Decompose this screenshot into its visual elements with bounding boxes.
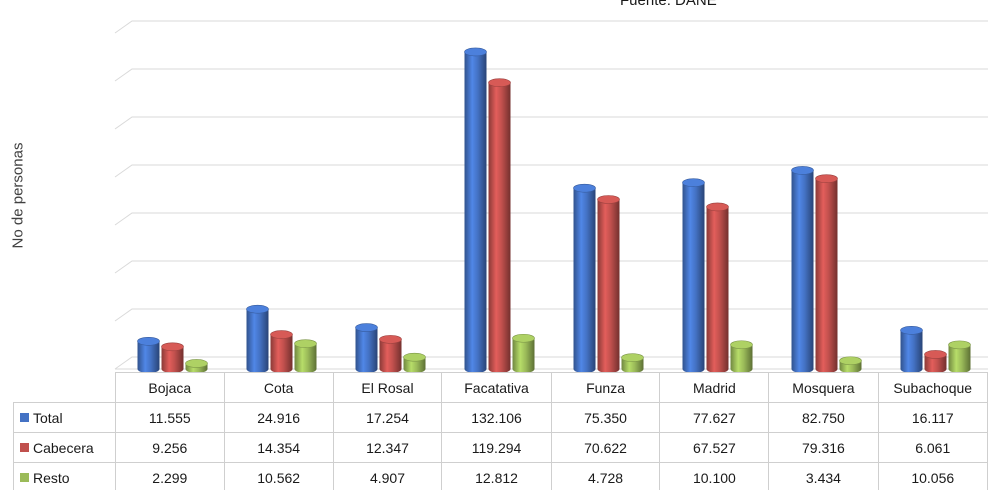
bar-cabecera-funza [597, 195, 620, 372]
table-row-resto: Resto 2.299 10.562 4.907 12.812 4.728 10… [13, 462, 988, 490]
bar-resto-el-rosal [403, 352, 426, 372]
table-corner [13, 372, 116, 403]
table-row-total: Total 11.555 24.916 17.254 132.106 75.35… [13, 402, 988, 433]
gridline [114, 260, 988, 274]
bar-resto-bojaca [185, 359, 208, 372]
table-cell: 2.299 [114, 462, 225, 490]
gridline [114, 212, 988, 226]
bar-cabecera-cota [270, 330, 293, 372]
table-cell: 10.100 [659, 462, 770, 490]
table-header-cell: El Rosal [332, 372, 443, 403]
bar-total-funza [573, 183, 596, 372]
bar-cabecera-mosquera [815, 174, 838, 372]
table-cell: 6.061 [877, 432, 988, 463]
bar-cabecera-madrid [706, 202, 729, 372]
series-label: Resto [33, 469, 70, 486]
table-cell: 67.527 [659, 432, 770, 463]
bar-cabecera-bojaca [161, 342, 184, 372]
bar-chart-plot [114, 20, 988, 372]
table-cell: 14.354 [223, 432, 334, 463]
table-cell: 119.294 [441, 432, 552, 463]
table-cell: 24.916 [223, 402, 334, 433]
table-cell: 9.256 [114, 432, 225, 463]
table-cell: 10.562 [223, 462, 334, 490]
table-cell: 82.750 [768, 402, 879, 433]
gridline [114, 20, 988, 34]
table-cell: 16.117 [877, 402, 988, 433]
table-cell: 12.812 [441, 462, 552, 490]
table-cell: 3.434 [768, 462, 879, 490]
legend-swatch-resto [20, 473, 29, 483]
bar-resto-cota [294, 339, 317, 372]
bar-cabecera-facatativa [488, 78, 511, 372]
table-cell: 12.347 [332, 432, 443, 463]
table-cell: 75.350 [550, 402, 661, 433]
bar-resto-subachoque [948, 340, 971, 372]
bar-resto-mosquera [839, 356, 862, 372]
bar-total-mosquera [791, 166, 814, 372]
table-row-cabecera: Cabecera 9.256 14.354 12.347 119.294 70.… [13, 432, 988, 463]
table-cell: 10.056 [877, 462, 988, 490]
table-header-row: Bojaca Cota El Rosal Facatativa Funza Ma… [13, 372, 988, 403]
table-header-cell: Cota [223, 372, 334, 403]
gridline [114, 164, 988, 178]
table-cell: 4.728 [550, 462, 661, 490]
bar-cabecera-el-rosal [379, 335, 402, 372]
bar-cabecera-subachoque [924, 350, 947, 372]
table-cell: 132.106 [441, 402, 552, 433]
table-header-cell: Funza [550, 372, 661, 403]
gridline [114, 68, 988, 82]
bar-total-facatativa [464, 47, 487, 372]
bar-resto-madrid [730, 340, 753, 372]
table-header-cell: Mosquera [768, 372, 879, 403]
legend-swatch-total [20, 413, 29, 423]
chart-subtitle: Fuente: DANE [620, 0, 717, 9]
bar-resto-facatativa [512, 333, 535, 372]
bar-total-cota [246, 304, 269, 372]
table-cell: 70.622 [550, 432, 661, 463]
data-table: Bojaca Cota El Rosal Facatativa Funza Ma… [13, 372, 988, 490]
bar-resto-funza [621, 353, 644, 372]
bar-total-el-rosal [355, 323, 378, 372]
gridline [114, 308, 988, 322]
table-header-cell: Facatativa [441, 372, 552, 403]
table-cell: 17.254 [332, 402, 443, 433]
table-cell: 4.907 [332, 462, 443, 490]
bar-total-madrid [682, 178, 705, 372]
bar-total-bojaca [137, 336, 160, 372]
bar-total-subachoque [900, 326, 923, 372]
gridline [114, 116, 988, 130]
table-cell: 79.316 [768, 432, 879, 463]
series-name-resto: Resto [13, 462, 116, 490]
legend-swatch-cabecera [20, 443, 29, 453]
table-header-cell: Bojaca [114, 372, 225, 403]
table-cell: 77.627 [659, 402, 770, 433]
series-name-cabecera: Cabecera [13, 432, 116, 463]
series-label: Cabecera [33, 439, 94, 456]
table-header-cell: Madrid [659, 372, 770, 403]
table-header-cell: Subachoque [877, 372, 988, 403]
series-name-total: Total [13, 402, 116, 433]
series-label: Total [33, 409, 63, 426]
table-cell: 11.555 [114, 402, 225, 433]
